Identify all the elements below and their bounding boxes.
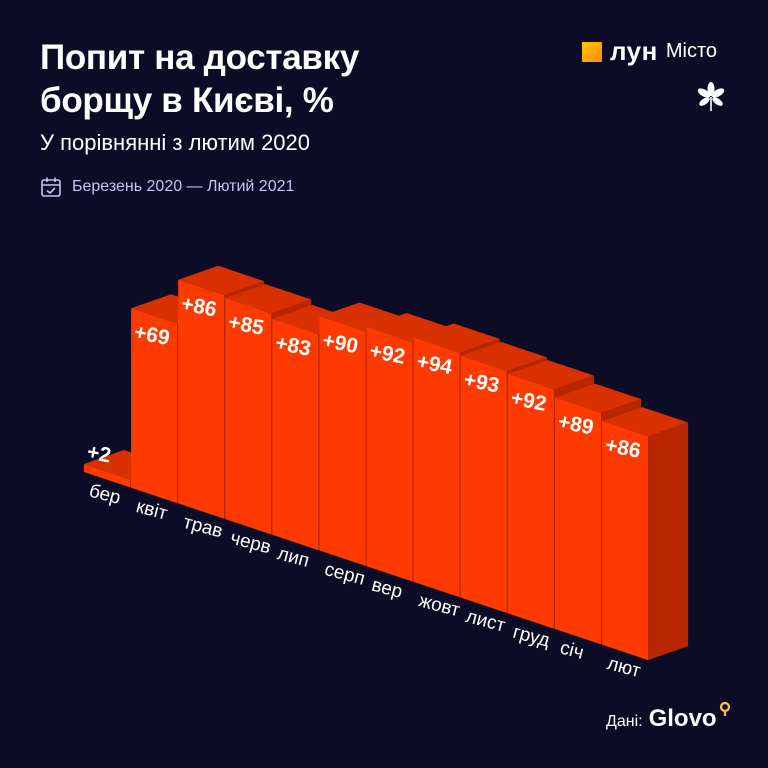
bar-side (648, 422, 689, 661)
logo-brand: лун (610, 36, 658, 66)
source-name: Glovo (648, 705, 717, 732)
bar-top (602, 407, 689, 437)
glovo-pin-icon (719, 702, 730, 716)
period: Березень 2020 — Лютий 2021 (40, 176, 294, 198)
bar (131, 308, 178, 504)
bar-top (555, 383, 641, 413)
calendar-check-icon (41, 177, 61, 197)
bar-top (225, 284, 312, 314)
bar (319, 316, 366, 566)
bar (413, 337, 460, 598)
category-label: вер (369, 575, 404, 603)
bar (84, 464, 130, 488)
data-source: Дані: Glovo (606, 702, 731, 733)
category-label: бер (87, 481, 123, 509)
data-label: +2 (85, 440, 113, 467)
bar (507, 374, 554, 629)
source-label: Дані: (606, 713, 643, 730)
category-label: лют (605, 653, 643, 682)
logo: лун Місто (582, 36, 717, 67)
chestnut-leaf-icon (697, 82, 725, 111)
logo-product: Місто (665, 40, 718, 62)
bar (178, 279, 225, 519)
logo-square-icon (582, 41, 602, 62)
bar-top (413, 323, 500, 353)
page-title: Попит на доставку борщу в Києві, % (40, 38, 359, 120)
bar (272, 319, 319, 551)
bar (366, 327, 413, 582)
bar-top (507, 360, 594, 390)
category-label: лип (275, 543, 311, 571)
category-label: квіт (134, 496, 170, 524)
bar (555, 397, 601, 645)
bar (225, 298, 272, 535)
bar-top (178, 265, 265, 296)
period-text: Березень 2020 — Лютий 2021 (72, 178, 295, 195)
bar-top (460, 341, 547, 372)
bar (602, 421, 649, 661)
bar (460, 355, 507, 613)
category-label: січ (558, 638, 586, 664)
subtitle: У порівнянні з лютим 2020 (40, 130, 311, 155)
category-label: груд (511, 622, 552, 652)
